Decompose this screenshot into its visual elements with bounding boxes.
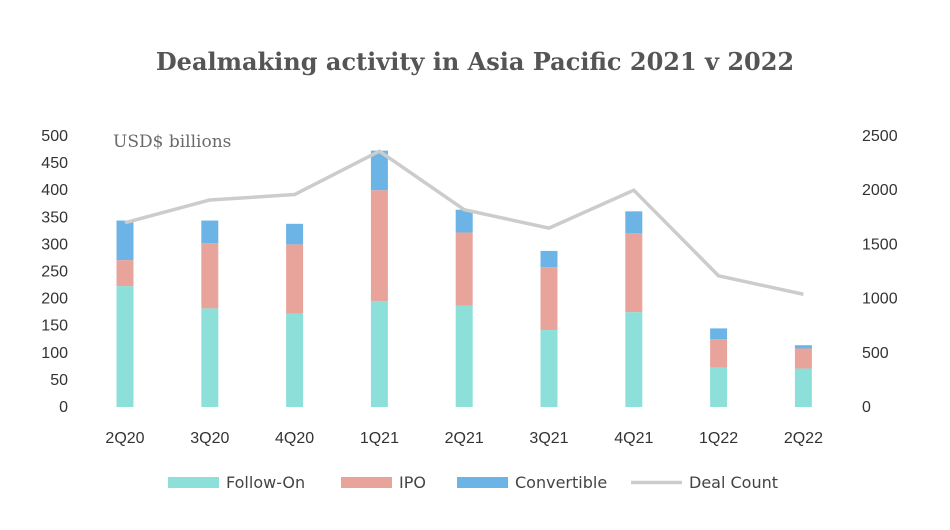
y-left-tick-label: 300: [41, 236, 68, 253]
x-tick-label: 3Q21: [529, 430, 568, 447]
legend-swatch-convertible: [457, 477, 508, 488]
bar-ipo: [625, 233, 643, 313]
bar-ipo: [794, 348, 812, 369]
x-tick-label: 1Q21: [360, 430, 399, 447]
x-tick-label: 4Q20: [275, 430, 314, 447]
x-tick-label: 3Q20: [190, 430, 229, 447]
bar-follow-on: [455, 305, 473, 407]
y-right-tick-label: 1500: [862, 236, 898, 253]
x-axis: 2Q20 3Q20 4Q20 1Q21 2Q21 3Q21 4Q21 1Q22 2Q22: [105, 430, 823, 447]
bar-ipo: [710, 339, 728, 368]
y-left-tick-label: 400: [41, 182, 68, 199]
bar-convertible: [794, 345, 812, 349]
y-left-tick-label: 350: [41, 209, 68, 226]
bar-follow-on: [370, 301, 388, 407]
y-left-tick-label: 150: [41, 318, 68, 335]
y-left-tick-label: 250: [41, 264, 68, 281]
bar-ipo: [201, 243, 219, 309]
bar-follow-on: [116, 286, 134, 407]
unit-label: USD$ billions: [113, 132, 231, 152]
bar-convertible: [286, 223, 304, 245]
y-axis-left: 0 50 100 150 200 250 300 350 400 450 500: [41, 128, 68, 416]
y-left-tick-label: 200: [41, 291, 68, 308]
bar-ipo: [455, 232, 473, 306]
line-series: [124, 149, 804, 296]
legend-swatch-ipo: [341, 477, 392, 488]
deal-count-line: [124, 149, 804, 296]
y-right-tick-label: 2000: [862, 182, 898, 199]
bar-follow-on: [286, 313, 304, 407]
x-tick-label: 2Q22: [784, 430, 823, 447]
y-axis-right: 0 500 1000 1500 2000 2500: [862, 128, 898, 416]
bar-ipo: [286, 244, 304, 314]
x-tick-label: 2Q20: [105, 430, 144, 447]
x-tick-label: 4Q21: [614, 430, 653, 447]
y-left-tick-label: 50: [50, 372, 68, 389]
bar-convertible: [370, 150, 388, 191]
bar-follow-on: [794, 368, 812, 407]
bar-ipo: [540, 267, 558, 331]
legend-label-convertible: Convertible: [515, 473, 607, 492]
y-left-tick-label: 0: [59, 399, 68, 416]
legend-label-ipo: IPO: [399, 473, 426, 492]
y-right-tick-label: 2500: [862, 128, 898, 145]
bar-convertible: [540, 250, 558, 268]
legend: Follow-On IPO Convertible Deal Count: [168, 473, 778, 492]
x-tick-label: 1Q22: [699, 430, 738, 447]
x-tick-label: 2Q21: [445, 430, 484, 447]
y-left-tick-label: 450: [41, 155, 68, 172]
bar-series: [116, 150, 812, 407]
bar-convertible: [625, 211, 643, 234]
bar-follow-on: [201, 308, 219, 407]
bar-convertible: [710, 328, 728, 340]
legend-label-follow-on: Follow-On: [226, 473, 305, 492]
bar-convertible: [455, 209, 473, 233]
bar-ipo: [370, 190, 388, 302]
bar-follow-on: [710, 367, 728, 407]
bar-ipo: [116, 260, 134, 287]
bar-follow-on: [625, 312, 643, 407]
y-left-tick-label: 500: [41, 128, 68, 145]
bar-convertible: [116, 220, 134, 261]
y-right-tick-label: 1000: [862, 291, 898, 308]
y-right-tick-label: 0: [862, 399, 871, 416]
bar-follow-on: [540, 330, 558, 407]
bar-convertible: [201, 220, 219, 244]
legend-label-deal-count: Deal Count: [689, 473, 778, 492]
y-right-tick-label: 500: [862, 345, 889, 362]
y-left-tick-label: 100: [41, 345, 68, 362]
chart-title: Dealmaking activity in Asia Pacific 2021…: [156, 47, 794, 76]
legend-swatch-follow-on: [168, 477, 219, 488]
